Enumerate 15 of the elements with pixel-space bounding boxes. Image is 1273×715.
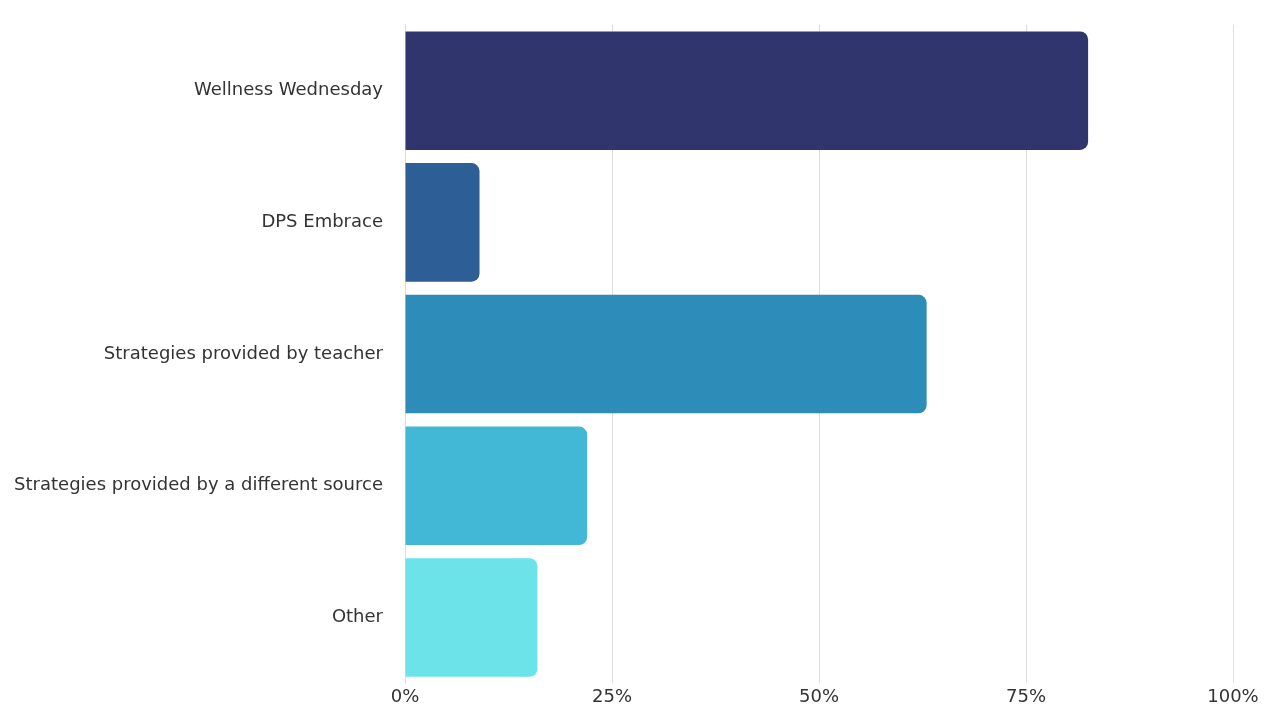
- bar: [405, 31, 1089, 150]
- x-tick-label: 100%: [1207, 684, 1259, 706]
- x-tick-label: 25%: [591, 684, 633, 706]
- y-tick-label: Wellness Wednesday: [194, 78, 384, 100]
- x-tick-label: 0%: [390, 684, 420, 706]
- bar: [405, 426, 588, 546]
- y-tick-label: Other: [331, 605, 384, 627]
- y-tick-label: DPS Embrace: [261, 210, 383, 232]
- bar: [405, 294, 927, 414]
- bar: [405, 163, 480, 282]
- x-tick-label: 50%: [798, 684, 840, 706]
- y-tick-label: Strategies provided by a different source: [14, 473, 383, 495]
- y-tick-label: Strategies provided by teacher: [103, 341, 384, 363]
- x-tick-label: 75%: [1005, 684, 1047, 706]
- bar: [405, 558, 538, 677]
